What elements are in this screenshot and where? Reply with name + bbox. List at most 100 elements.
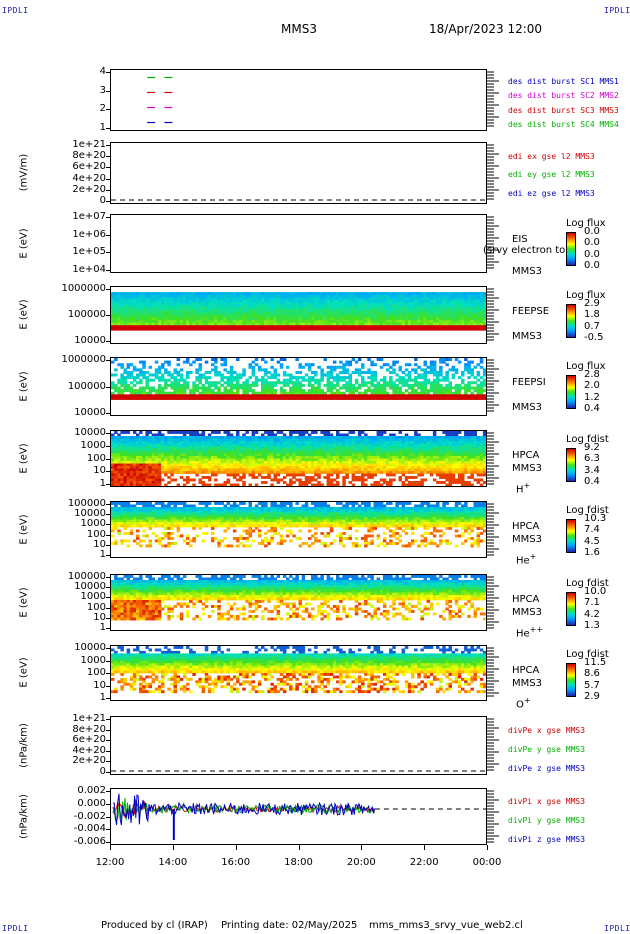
plot-area: [111, 292, 486, 331]
spectrogram-cell: [273, 381, 277, 385]
spectrogram-cell: [351, 383, 356, 387]
spectrogram-cell: [304, 456, 309, 459]
spectrogram-cell: [357, 456, 362, 459]
spectrogram-cell: [114, 436, 118, 439]
spectrogram-cell: [126, 448, 131, 452]
spectrogram-cell: [386, 448, 390, 452]
spectrogram-cell: [192, 443, 196, 447]
spectrogram-cell: [129, 463, 134, 467]
spectrogram-cell: [254, 394, 259, 398]
spectrogram-cell: [220, 304, 224, 308]
spectrogram-cell: [376, 389, 381, 393]
spectrogram-cell: [214, 325, 218, 329]
spectrogram-cell: [464, 386, 468, 390]
spectrogram-cell: [432, 373, 437, 377]
spectrogram-cell: [364, 315, 368, 318]
spectrogram-cell: [370, 383, 374, 387]
spectrogram-cell: [298, 438, 302, 442]
right-axis-ticks-burst: [487, 69, 499, 131]
spectrogram-cell: [457, 312, 462, 316]
spectrogram-cell: [354, 292, 359, 295]
spectrogram-cell: [382, 327, 387, 331]
spectrogram-cell: [270, 433, 274, 437]
spectrogram-cell: [273, 389, 277, 393]
spectrogram-cell: [420, 299, 424, 303]
spectrogram-cell: [254, 463, 259, 467]
spectrogram-cell: [242, 304, 246, 308]
spectrogram-cell: [226, 456, 231, 459]
spectrogram-cell: [264, 443, 268, 447]
spectrogram-cell: [370, 391, 374, 395]
spectrogram-cell: [401, 297, 406, 301]
spectrogram-cell: [251, 297, 256, 301]
spectrogram-cell: [295, 391, 299, 395]
spectrogram-cell: [311, 371, 315, 374]
spectrogram-cell: [229, 325, 234, 329]
spectrogram-cell: [286, 294, 290, 298]
spectrogram-cell: [176, 394, 181, 398]
spectrogram-cell: [229, 394, 234, 398]
spectrogram-cell: [357, 476, 362, 479]
spectrogram-cell: [454, 302, 459, 306]
spectrogram-cell: [370, 312, 374, 316]
spectrogram-cell: [404, 322, 409, 326]
spectrogram-cell: [367, 458, 371, 462]
spectrogram-cell: [454, 389, 459, 393]
spectrogram-cell: [476, 373, 481, 377]
spectrogram-cell: [317, 483, 321, 486]
spectrogram-cell: [276, 451, 281, 454]
legend-entry: des dist burst SC1 MMS1: [508, 77, 619, 86]
spectrogram-cell: [211, 458, 215, 462]
spectrogram-cell: [279, 320, 284, 323]
spectrogram-cell: [404, 441, 409, 444]
spectrogram-cell: [173, 463, 177, 467]
spectrogram-cell: [364, 320, 368, 323]
spectrogram-cell: [429, 315, 434, 318]
spectrogram-cell: [145, 396, 149, 400]
spectrogram-cell: [314, 441, 318, 444]
spectrogram-cell: [320, 368, 324, 372]
spectrogram-cell: [251, 476, 256, 479]
spectrogram-cell: [336, 456, 340, 459]
spectrogram-cell: [289, 317, 293, 321]
spectrogram-cell: [120, 383, 124, 387]
spectrogram-cell: [407, 299, 412, 303]
spectrogram-cell: [314, 381, 318, 385]
spectrogram-cell: [267, 433, 271, 437]
spectrogram-cell: [398, 381, 402, 385]
spectrogram-cell: [192, 294, 196, 298]
spectrogram-cell: [276, 456, 281, 459]
spectrogram-cell: [389, 386, 393, 390]
spectrogram-cell: [198, 368, 202, 372]
corner-label-bottom-left: IPDLI: [2, 924, 29, 933]
spectrogram-cell: [136, 322, 140, 326]
spectrogram-cell: [298, 448, 302, 452]
spectrogram-cell: [239, 461, 243, 464]
spectrogram-cell: [132, 322, 137, 326]
spectrogram-cell: [432, 441, 437, 444]
spectrogram-cell: [386, 471, 390, 474]
spectrogram-cell: [123, 294, 127, 298]
spectrogram-cell: [111, 471, 115, 474]
spectrogram-cell: [126, 389, 131, 393]
spectrogram-cell: [417, 451, 421, 454]
spectrogram-cell: [420, 461, 424, 464]
spectrogram-cell: [326, 389, 331, 393]
spectrogram-cell: [270, 317, 274, 321]
spectrogram-cell: [236, 299, 240, 303]
spectrogram-cell: [361, 394, 365, 398]
spectrogram-cell: [161, 438, 165, 442]
spectrogram-cell: [286, 463, 290, 467]
spectrogram-cell: [182, 458, 187, 462]
spectrogram-cell: [292, 471, 296, 474]
spectrogram-cell: [370, 483, 374, 486]
spectrogram-cell: [389, 304, 393, 308]
spectrogram-cell: [292, 456, 296, 459]
spectrogram-cell: [401, 383, 406, 387]
spectrogram-cell: [182, 320, 187, 323]
spectrogram-cell: [173, 466, 177, 469]
spectrogram-cell: [151, 483, 156, 486]
spectrogram-cell: [439, 358, 443, 361]
spectrogram-cell: [392, 443, 396, 447]
spectrogram-cell: [364, 391, 368, 395]
